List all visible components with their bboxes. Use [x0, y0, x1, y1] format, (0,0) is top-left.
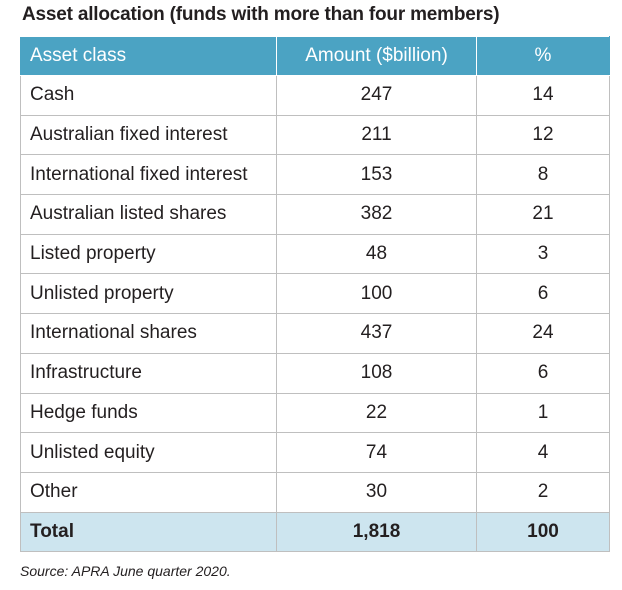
asset-class-cell: Listed property: [20, 233, 277, 275]
table-row: Infrastructure 108 6: [20, 352, 610, 394]
amount-cell: 22: [276, 392, 477, 434]
percent-cell: 3: [476, 233, 610, 275]
header-row: Asset class Amount ($billion) %: [20, 36, 610, 76]
amount-cell: 211: [276, 114, 477, 156]
table-row: Other 30 2: [20, 471, 610, 513]
percent-cell: 6: [476, 352, 610, 394]
percent-cell: 4: [476, 432, 610, 473]
amount-cell: 382: [276, 194, 477, 235]
table-body: Cash 247 14 Australian fixed interest 211 12 I…: [20, 75, 610, 553]
table-row: Australian listed shares 382 21: [20, 194, 610, 235]
table-row: Cash 247 14: [20, 75, 610, 116]
percent-cell: 12: [476, 114, 610, 156]
total-percent-cell: 100: [476, 511, 610, 553]
amount-cell: 108: [276, 352, 477, 394]
asset-class-cell: Australian fixed interest: [20, 114, 277, 156]
amount-cell: 247: [276, 75, 477, 116]
table-title: Asset allocation (funds with more than f…: [22, 4, 500, 25]
total-label-cell: Total: [20, 511, 277, 553]
total-amount-cell: 1,818: [276, 511, 477, 553]
asset-class-cell: Other: [20, 471, 277, 513]
asset-class-cell: Cash: [20, 75, 277, 116]
asset-allocation-table: Asset class Amount ($billion) % Cash 247 1…: [20, 36, 610, 553]
table-row: International fixed interest 153 8: [20, 154, 610, 196]
percent-cell: 21: [476, 194, 610, 235]
amount-cell: 437: [276, 313, 477, 354]
table-row: Unlisted equity 74 4: [20, 432, 610, 473]
percent-cell: 1: [476, 392, 610, 434]
column-header-amount: Amount ($billion): [276, 36, 477, 76]
column-header-percent: %: [476, 36, 610, 76]
table-row: Unlisted property 100 6: [20, 273, 610, 315]
asset-class-cell: Infrastructure: [20, 352, 277, 394]
asset-class-cell: International shares: [20, 313, 277, 354]
asset-class-cell: Unlisted property: [20, 273, 277, 315]
percent-cell: 2: [476, 471, 610, 513]
column-header-asset-class: Asset class: [20, 36, 277, 76]
table-row: Hedge funds 22 1: [20, 392, 610, 434]
amount-cell: 74: [276, 432, 477, 473]
table-row: Australian fixed interest 211 12: [20, 114, 610, 156]
amount-cell: 100: [276, 273, 477, 315]
amount-cell: 48: [276, 233, 477, 275]
asset-class-cell: Unlisted equity: [20, 432, 277, 473]
table-row: International shares 437 24: [20, 313, 610, 354]
percent-cell: 8: [476, 154, 610, 196]
percent-cell: 6: [476, 273, 610, 315]
table-row: Listed property 48 3: [20, 233, 610, 275]
asset-class-cell: International fixed interest: [20, 154, 277, 196]
source-note: Source: APRA June quarter 2020.: [20, 563, 231, 579]
asset-class-cell: Hedge funds: [20, 392, 277, 434]
percent-cell: 24: [476, 313, 610, 354]
amount-cell: 30: [276, 471, 477, 513]
total-row: Total 1,818 100: [20, 511, 610, 553]
percent-cell: 14: [476, 75, 610, 116]
amount-cell: 153: [276, 154, 477, 196]
asset-class-cell: Australian listed shares: [20, 194, 277, 235]
